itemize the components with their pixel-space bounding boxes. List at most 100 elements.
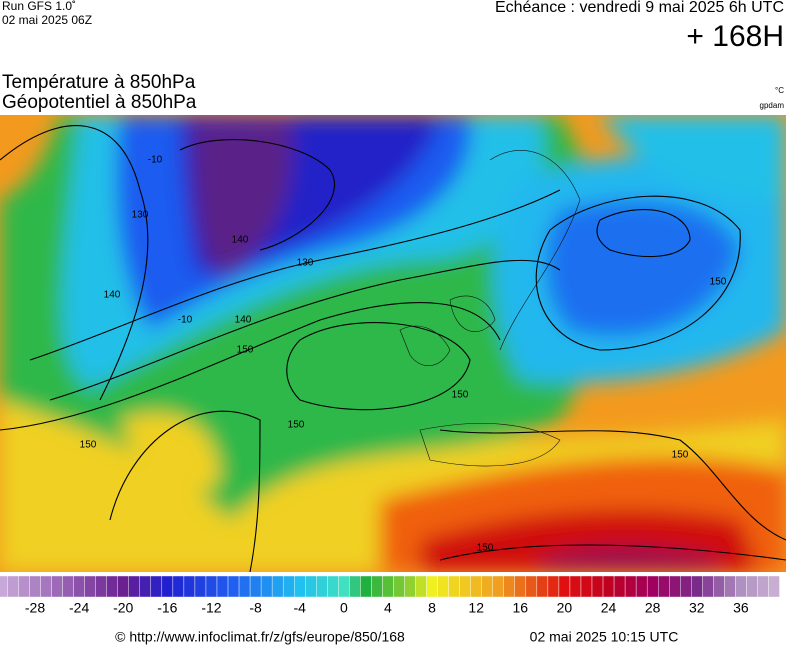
colorbar-cell xyxy=(7,575,19,598)
contour-label: 150 xyxy=(452,390,469,401)
colorbar-cell xyxy=(29,575,41,598)
colorbar-cell xyxy=(746,575,758,598)
colorbar-cell xyxy=(161,575,174,598)
colorbar-cell xyxy=(117,575,129,598)
colorbar-tick-label: 20 xyxy=(557,600,573,616)
colorbar-cell xyxy=(18,575,30,598)
colorbar-cell xyxy=(62,575,74,598)
contour-label: 150 xyxy=(672,450,689,461)
colorbar-cell xyxy=(768,575,780,598)
colorbar-tick-label: 36 xyxy=(733,600,749,616)
run-label: Run GFS 1.0˚ xyxy=(2,0,76,13)
colorbar-tick-label: -12 xyxy=(201,600,221,616)
colorbar-tick-label: -4 xyxy=(293,600,306,616)
colorbar-cell xyxy=(492,575,504,598)
colorbar-cell xyxy=(404,575,416,598)
colorbar-tick-label: 0 xyxy=(340,600,348,616)
colorbar-cell xyxy=(624,575,637,598)
echeance: Echéance : vendredi 9 mai 2025 6h UTC xyxy=(495,0,784,16)
colorbar-cell xyxy=(580,575,593,598)
colorbar-cell xyxy=(294,575,306,598)
footer-url: © http://www.infoclimat.fr/z/gfs/europe/… xyxy=(115,629,405,645)
title-geopotential: Géopotentiel à 850hPa xyxy=(2,92,197,113)
colorbar-cell xyxy=(591,575,604,598)
colorbar-cell xyxy=(371,575,383,598)
colorbar-cell xyxy=(569,575,582,598)
colorbar-cell xyxy=(448,575,460,598)
colorbar-cell xyxy=(536,575,549,598)
contour-label: 130 xyxy=(132,210,149,221)
unit-temperature: °C xyxy=(775,86,784,95)
colorbar-cell xyxy=(183,575,196,598)
colorbar-cell xyxy=(73,575,85,598)
colorbar: -28 -24 -20 -16 -12 -8 -4 0 4 8 12 16 20 24 28 32 36 xyxy=(0,575,780,616)
colorbar-cell xyxy=(547,575,560,598)
colorbar-tick-label: -8 xyxy=(249,600,262,616)
colorbar-tick-label: 8 xyxy=(428,600,436,616)
colorbar-cell xyxy=(84,575,96,598)
colorbar-cell xyxy=(282,575,295,598)
colorbar-cell xyxy=(40,575,52,598)
colorbar-cell xyxy=(691,575,703,598)
colorbar-cell xyxy=(393,575,405,598)
contour-label: 150 xyxy=(477,543,494,554)
colorbar-cell xyxy=(680,575,692,598)
colorbar-cell xyxy=(613,575,626,598)
colorbar-tick-label: 4 xyxy=(384,600,392,616)
colorbar-cell xyxy=(503,575,516,598)
unit-geopotential: gpdam xyxy=(760,101,785,110)
colorbar-cell xyxy=(305,575,317,598)
colorbar-cell xyxy=(657,575,670,598)
contour-label: -10 xyxy=(178,315,193,326)
title-temperature: Température à 850hPa xyxy=(2,72,196,93)
colorbar-cell xyxy=(470,575,482,598)
colorbar-cell xyxy=(338,575,350,598)
colorbar-tick-label: 16 xyxy=(513,600,529,616)
colorbar-cell xyxy=(757,575,769,598)
colorbar-cell xyxy=(194,575,207,598)
colorbar-cell xyxy=(227,575,240,598)
colorbar-cell xyxy=(128,575,140,598)
colorbar-cell xyxy=(724,575,736,598)
colorbar-tick-label: 12 xyxy=(468,600,484,616)
colorbar-tick-label: -28 xyxy=(25,600,45,616)
colorbar-cell xyxy=(525,575,538,598)
colorbar-cell xyxy=(150,575,163,598)
contour-label: 150 xyxy=(288,420,305,431)
colorbar-cell xyxy=(646,575,659,598)
colorbar-cell xyxy=(426,575,438,598)
contour-label: 140 xyxy=(235,315,252,326)
colorbar-cell xyxy=(635,575,648,598)
colorbar-cell xyxy=(669,575,681,598)
colorbar-cell xyxy=(327,575,339,598)
colorbar-cell xyxy=(481,575,493,598)
colorbar-cell xyxy=(702,575,714,598)
colorbar-cell xyxy=(558,575,571,598)
lead-time: + 168H xyxy=(686,20,784,53)
colorbar-tick-label: -16 xyxy=(157,600,177,616)
colorbar-cell xyxy=(437,575,449,598)
colorbar-cell xyxy=(415,575,427,598)
colorbar-cell xyxy=(249,575,262,598)
map-field: 150 140 130 150 150 140 150 150 150 150 130 140 -10 -… xyxy=(0,115,786,572)
colorbar-cell xyxy=(205,575,218,598)
colorbar-cell xyxy=(0,575,8,598)
colorbar-cell xyxy=(95,575,107,598)
colorbar-cell xyxy=(216,575,229,598)
contour-label: 140 xyxy=(104,290,121,301)
colorbar-cell xyxy=(360,575,372,598)
colorbar-cell xyxy=(271,575,284,598)
colorbar-cell xyxy=(713,575,725,598)
contour-label: 150 xyxy=(237,345,254,356)
colorbar-cell xyxy=(172,575,185,598)
colorbar-cell xyxy=(459,575,471,598)
colorbar-cell xyxy=(349,575,361,598)
colorbar-cell xyxy=(514,575,527,598)
contour-label: 130 xyxy=(297,258,314,269)
colorbar-cell xyxy=(382,575,394,598)
colorbar-tick-label: 24 xyxy=(601,600,617,616)
colorbar-tick-label: 28 xyxy=(645,600,661,616)
contour-label: 150 xyxy=(710,277,727,288)
